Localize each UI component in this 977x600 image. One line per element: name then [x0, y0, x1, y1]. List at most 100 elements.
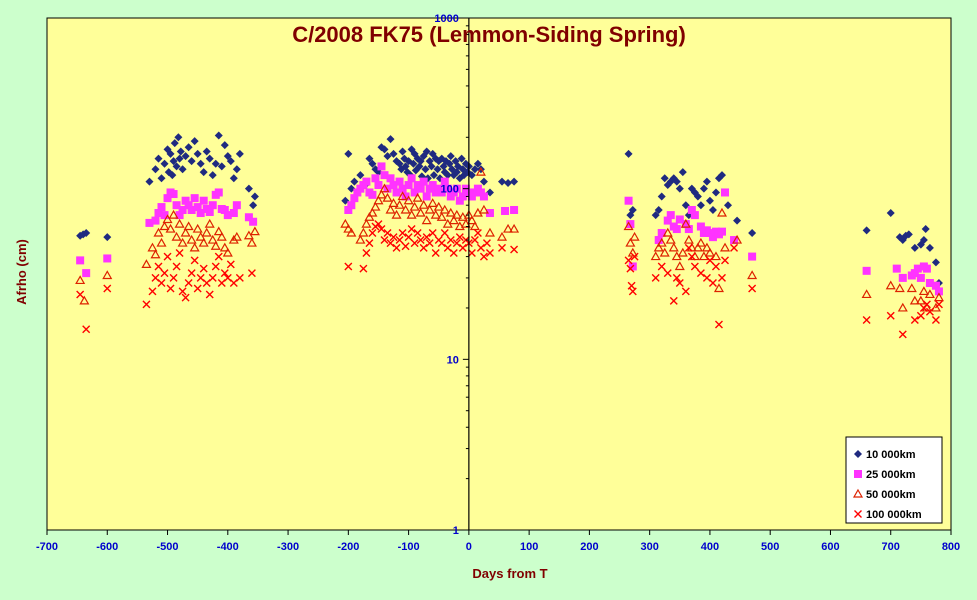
series-2: [75, 166, 944, 312]
data-point: [730, 243, 739, 252]
data-point: [747, 270, 758, 280]
data-point: [467, 171, 476, 180]
data-point: [665, 234, 676, 244]
data-point: [892, 264, 901, 273]
data-point: [680, 218, 691, 228]
data-point: [719, 242, 731, 252]
data-point: [355, 234, 366, 244]
y-tick-label: 10: [447, 354, 459, 366]
legend-marker: [854, 470, 862, 478]
data-point: [198, 237, 209, 247]
data-point: [696, 222, 705, 231]
data-point: [485, 188, 494, 197]
data-point: [479, 177, 488, 186]
data-point: [433, 165, 442, 174]
data-point: [498, 177, 507, 186]
data-point: [710, 251, 721, 261]
data-point: [383, 228, 392, 237]
data-point: [672, 225, 681, 234]
data-point: [894, 283, 905, 293]
data-point: [716, 207, 728, 217]
data-point: [171, 231, 182, 241]
data-point: [368, 228, 377, 237]
data-point: [910, 269, 919, 278]
data-point: [458, 192, 467, 201]
data-point: [503, 223, 514, 233]
data-point: [244, 184, 253, 193]
data-point: [347, 184, 356, 193]
data-point: [214, 131, 223, 140]
data-point: [235, 273, 244, 282]
data-point: [380, 171, 389, 180]
data-point: [422, 233, 431, 242]
data-point: [187, 205, 196, 214]
data-point: [885, 280, 896, 290]
data-point: [359, 264, 368, 273]
data-point: [395, 177, 404, 186]
data-point: [368, 159, 377, 168]
series-layer: [75, 131, 944, 339]
data-point: [344, 205, 353, 214]
data-point: [220, 141, 229, 150]
x-tick-label: 700: [882, 541, 900, 553]
data-point: [163, 252, 172, 261]
data-point: [717, 227, 726, 236]
data-point: [232, 165, 241, 174]
data-point: [374, 181, 383, 190]
data-point: [476, 243, 485, 252]
data-point: [437, 239, 446, 248]
data-point: [678, 168, 687, 177]
data-point: [479, 252, 488, 261]
data-point: [169, 157, 178, 166]
data-point: [229, 209, 238, 218]
data-point: [404, 181, 413, 190]
data-point: [425, 239, 434, 248]
data-point: [473, 159, 482, 168]
data-point: [922, 264, 931, 273]
data-point: [392, 243, 401, 252]
data-point: [509, 223, 520, 233]
data-point: [657, 262, 666, 271]
data-point: [443, 171, 452, 180]
data-point: [226, 157, 235, 166]
data-point: [748, 284, 757, 293]
data-point: [145, 218, 154, 227]
data-point: [364, 212, 375, 221]
data-point: [166, 284, 175, 293]
x-tick-label: -500: [157, 541, 179, 553]
data-point: [476, 188, 485, 197]
data-point: [733, 216, 742, 225]
legend-label: 25 000km: [866, 469, 916, 481]
data-point: [440, 177, 449, 186]
data-point: [181, 196, 190, 205]
data-point: [748, 228, 757, 237]
data-point: [157, 203, 166, 212]
data-point: [398, 228, 407, 237]
data-point: [249, 217, 258, 226]
data-point: [371, 174, 380, 183]
data-point: [708, 205, 717, 214]
data-point: [368, 190, 377, 199]
data-point: [898, 330, 907, 339]
data-point: [169, 190, 178, 199]
legend-box: [845, 436, 943, 524]
data-point: [466, 215, 477, 225]
data-point: [235, 149, 244, 158]
data-point: [156, 237, 167, 247]
data-point: [210, 241, 221, 250]
data-point: [485, 209, 494, 218]
data-point: [922, 300, 931, 309]
data-point: [386, 174, 395, 183]
data-point: [421, 215, 432, 225]
data-point: [160, 269, 169, 278]
data-point: [151, 165, 160, 174]
data-point: [397, 191, 408, 201]
data-point: [162, 214, 173, 224]
data-point: [232, 201, 241, 210]
data-point: [214, 252, 223, 261]
data-point: [504, 178, 513, 187]
data-point: [430, 209, 441, 219]
data-point: [190, 137, 199, 146]
data-point: [172, 201, 181, 210]
data-point: [180, 227, 191, 237]
